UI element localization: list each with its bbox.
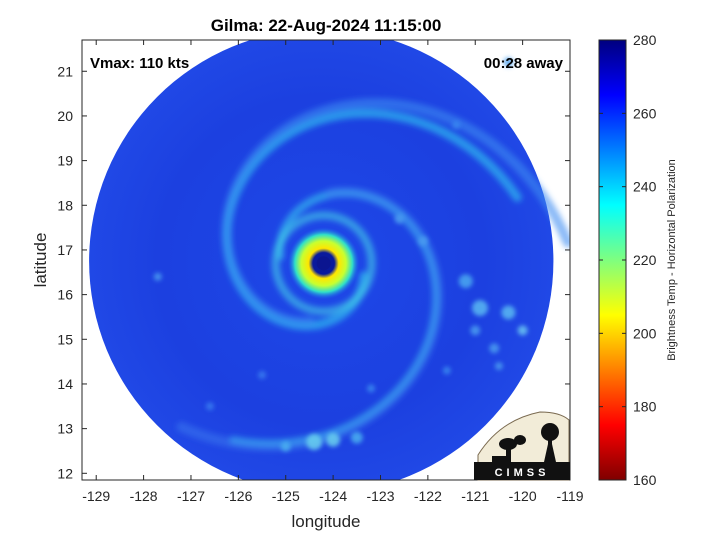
- y-tick-label: 13: [57, 421, 73, 437]
- time-away-label: 00:28 away: [484, 55, 564, 72]
- x-axis-ticks: -129 -128 -127 -126 -125 -124 -123 -122 -121 -120…: [82, 40, 584, 504]
- convective-cells: [153, 57, 528, 452]
- y-tick-label: 20: [57, 108, 73, 124]
- x-tick-label: -119: [557, 488, 584, 504]
- y-tick-label: 21: [57, 63, 73, 79]
- x-tick-label: -126: [224, 488, 252, 504]
- y-axis-ticks: 12 13 14 15 16 17 18 19 20 21: [57, 63, 570, 481]
- colorbar-ticks: 160 180 200 220 240 260 280: [599, 32, 657, 488]
- x-tick-label: -121: [461, 488, 489, 504]
- colorbar-tick-label: 280: [633, 32, 657, 48]
- colorbar: [598, 39, 627, 481]
- colorbar-tick-label: 160: [633, 472, 657, 488]
- x-tick-label: -120: [509, 488, 537, 504]
- y-tick-label: 16: [57, 287, 73, 303]
- colorbar-tick-label: 200: [633, 325, 657, 341]
- x-tick-label: -123: [366, 488, 394, 504]
- map-title: Gilma: 22-Aug-2024 11:15:00: [211, 16, 442, 35]
- colorbar-tick-label: 260: [633, 105, 657, 121]
- y-tick-label: 17: [57, 242, 73, 258]
- y-tick-label: 12: [57, 465, 73, 481]
- colorbar-tick-label: 180: [633, 399, 657, 415]
- x-tick-label: -125: [272, 488, 300, 504]
- y-tick-label: 19: [57, 153, 73, 169]
- x-tick-label: -124: [319, 488, 347, 504]
- y-axis-label: latitude: [31, 233, 50, 288]
- x-tick-label: -122: [414, 488, 442, 504]
- storm-eye: [316, 256, 331, 271]
- logo-text: CIMSS: [495, 467, 550, 479]
- colorbar-tick-label: 220: [633, 252, 657, 268]
- colorbar-label: Brightness Temp - Horizontal Polarizatio…: [666, 159, 678, 361]
- y-tick-label: 18: [57, 197, 73, 213]
- colorbar-tick-label: 240: [633, 179, 657, 195]
- axes-box: [81, 39, 571, 481]
- vmax-label: Vmax: 110 kts: [90, 55, 189, 72]
- x-axis-label: longitude: [291, 512, 360, 531]
- x-tick-label: -129: [82, 488, 110, 504]
- cimss-logo: CIMSS: [474, 411, 570, 481]
- x-tick-label: -127: [177, 488, 205, 504]
- x-tick-label: -128: [130, 488, 158, 504]
- y-tick-label: 15: [57, 331, 73, 347]
- y-tick-label: 14: [57, 376, 73, 392]
